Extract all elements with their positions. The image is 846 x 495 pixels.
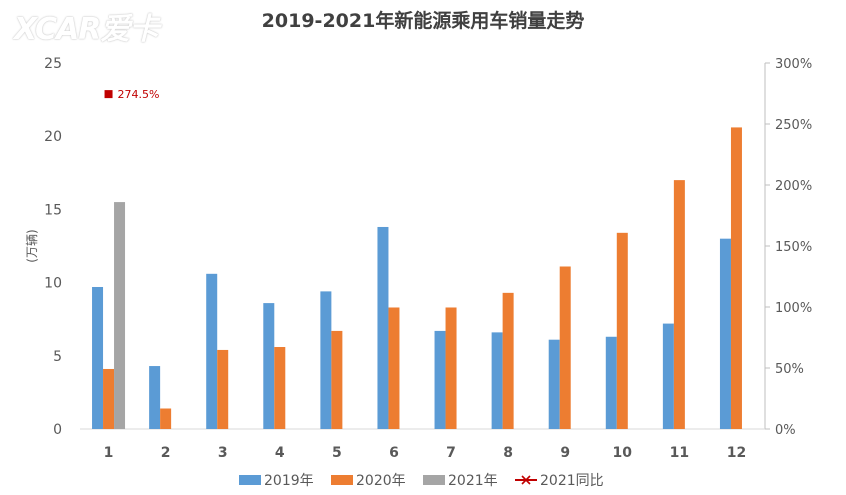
y-tick-label: 10 xyxy=(44,276,62,292)
bar xyxy=(92,286,104,429)
legend-marker xyxy=(521,475,531,485)
bar xyxy=(377,226,389,429)
y2-tick-label: 300% xyxy=(775,57,812,72)
legend-swatch xyxy=(331,475,353,485)
bar xyxy=(548,339,560,429)
chart-title: 2019-2021年新能源乘用车销量走势 xyxy=(261,10,585,32)
bar xyxy=(320,291,332,429)
x-tick-label: 9 xyxy=(560,445,570,461)
legend-label: 2019年 xyxy=(264,473,314,489)
bar xyxy=(114,202,126,429)
bar xyxy=(559,266,571,429)
bar xyxy=(662,323,674,429)
legend-swatch xyxy=(423,475,445,485)
x-tick-label: 7 xyxy=(446,445,456,461)
bar xyxy=(434,330,446,429)
y2-tick-label: 0% xyxy=(775,423,796,438)
bar xyxy=(673,180,685,429)
y-tick-label: 15 xyxy=(44,202,62,218)
y2-tick-label: 100% xyxy=(775,301,812,316)
data-label: 274.5% xyxy=(118,88,160,101)
bar xyxy=(160,408,172,429)
y-tick-label: 25 xyxy=(44,56,62,72)
bar xyxy=(206,273,218,429)
bar xyxy=(445,307,457,429)
bar xyxy=(719,238,731,429)
y-tick-label: 5 xyxy=(53,349,62,365)
bar xyxy=(263,303,275,429)
y2-tick-label: 150% xyxy=(775,240,812,255)
x-tick-label: 2 xyxy=(161,445,171,461)
y2-tick-label: 200% xyxy=(775,179,812,194)
bar xyxy=(217,349,229,429)
y-axis-label: (万辆) xyxy=(25,229,39,262)
y-tick-label: 20 xyxy=(44,129,62,145)
x-tick-label: 10 xyxy=(613,445,633,461)
bar xyxy=(331,330,343,429)
bar xyxy=(149,366,161,429)
y2-tick-label: 250% xyxy=(775,118,812,133)
bar xyxy=(388,307,400,429)
xcar-logo: XCAR爱卡 xyxy=(14,12,159,47)
bar xyxy=(502,292,514,429)
bar xyxy=(491,332,503,429)
y2-tick-label: 50% xyxy=(775,362,804,377)
x-tick-label: 6 xyxy=(389,445,399,461)
x-tick-label: 1 xyxy=(104,445,114,461)
x-tick-label: 12 xyxy=(727,445,746,461)
x-tick-label: 4 xyxy=(275,445,285,461)
x-tick-label: 8 xyxy=(503,445,513,461)
legend-label: 2021年 xyxy=(448,473,498,489)
line-point-marker xyxy=(104,90,113,99)
y-tick-label: 0 xyxy=(53,422,62,438)
x-tick-label: 5 xyxy=(332,445,342,461)
bar xyxy=(103,368,115,429)
legend-label: 2021同比 xyxy=(540,473,604,489)
bar xyxy=(616,232,628,429)
legend-swatch xyxy=(239,475,261,485)
bar xyxy=(274,347,286,429)
bar xyxy=(605,336,617,429)
x-tick-label: 3 xyxy=(218,445,228,461)
bar xyxy=(730,127,742,429)
legend-label: 2020年 xyxy=(356,473,406,489)
x-tick-label: 11 xyxy=(670,445,689,461)
